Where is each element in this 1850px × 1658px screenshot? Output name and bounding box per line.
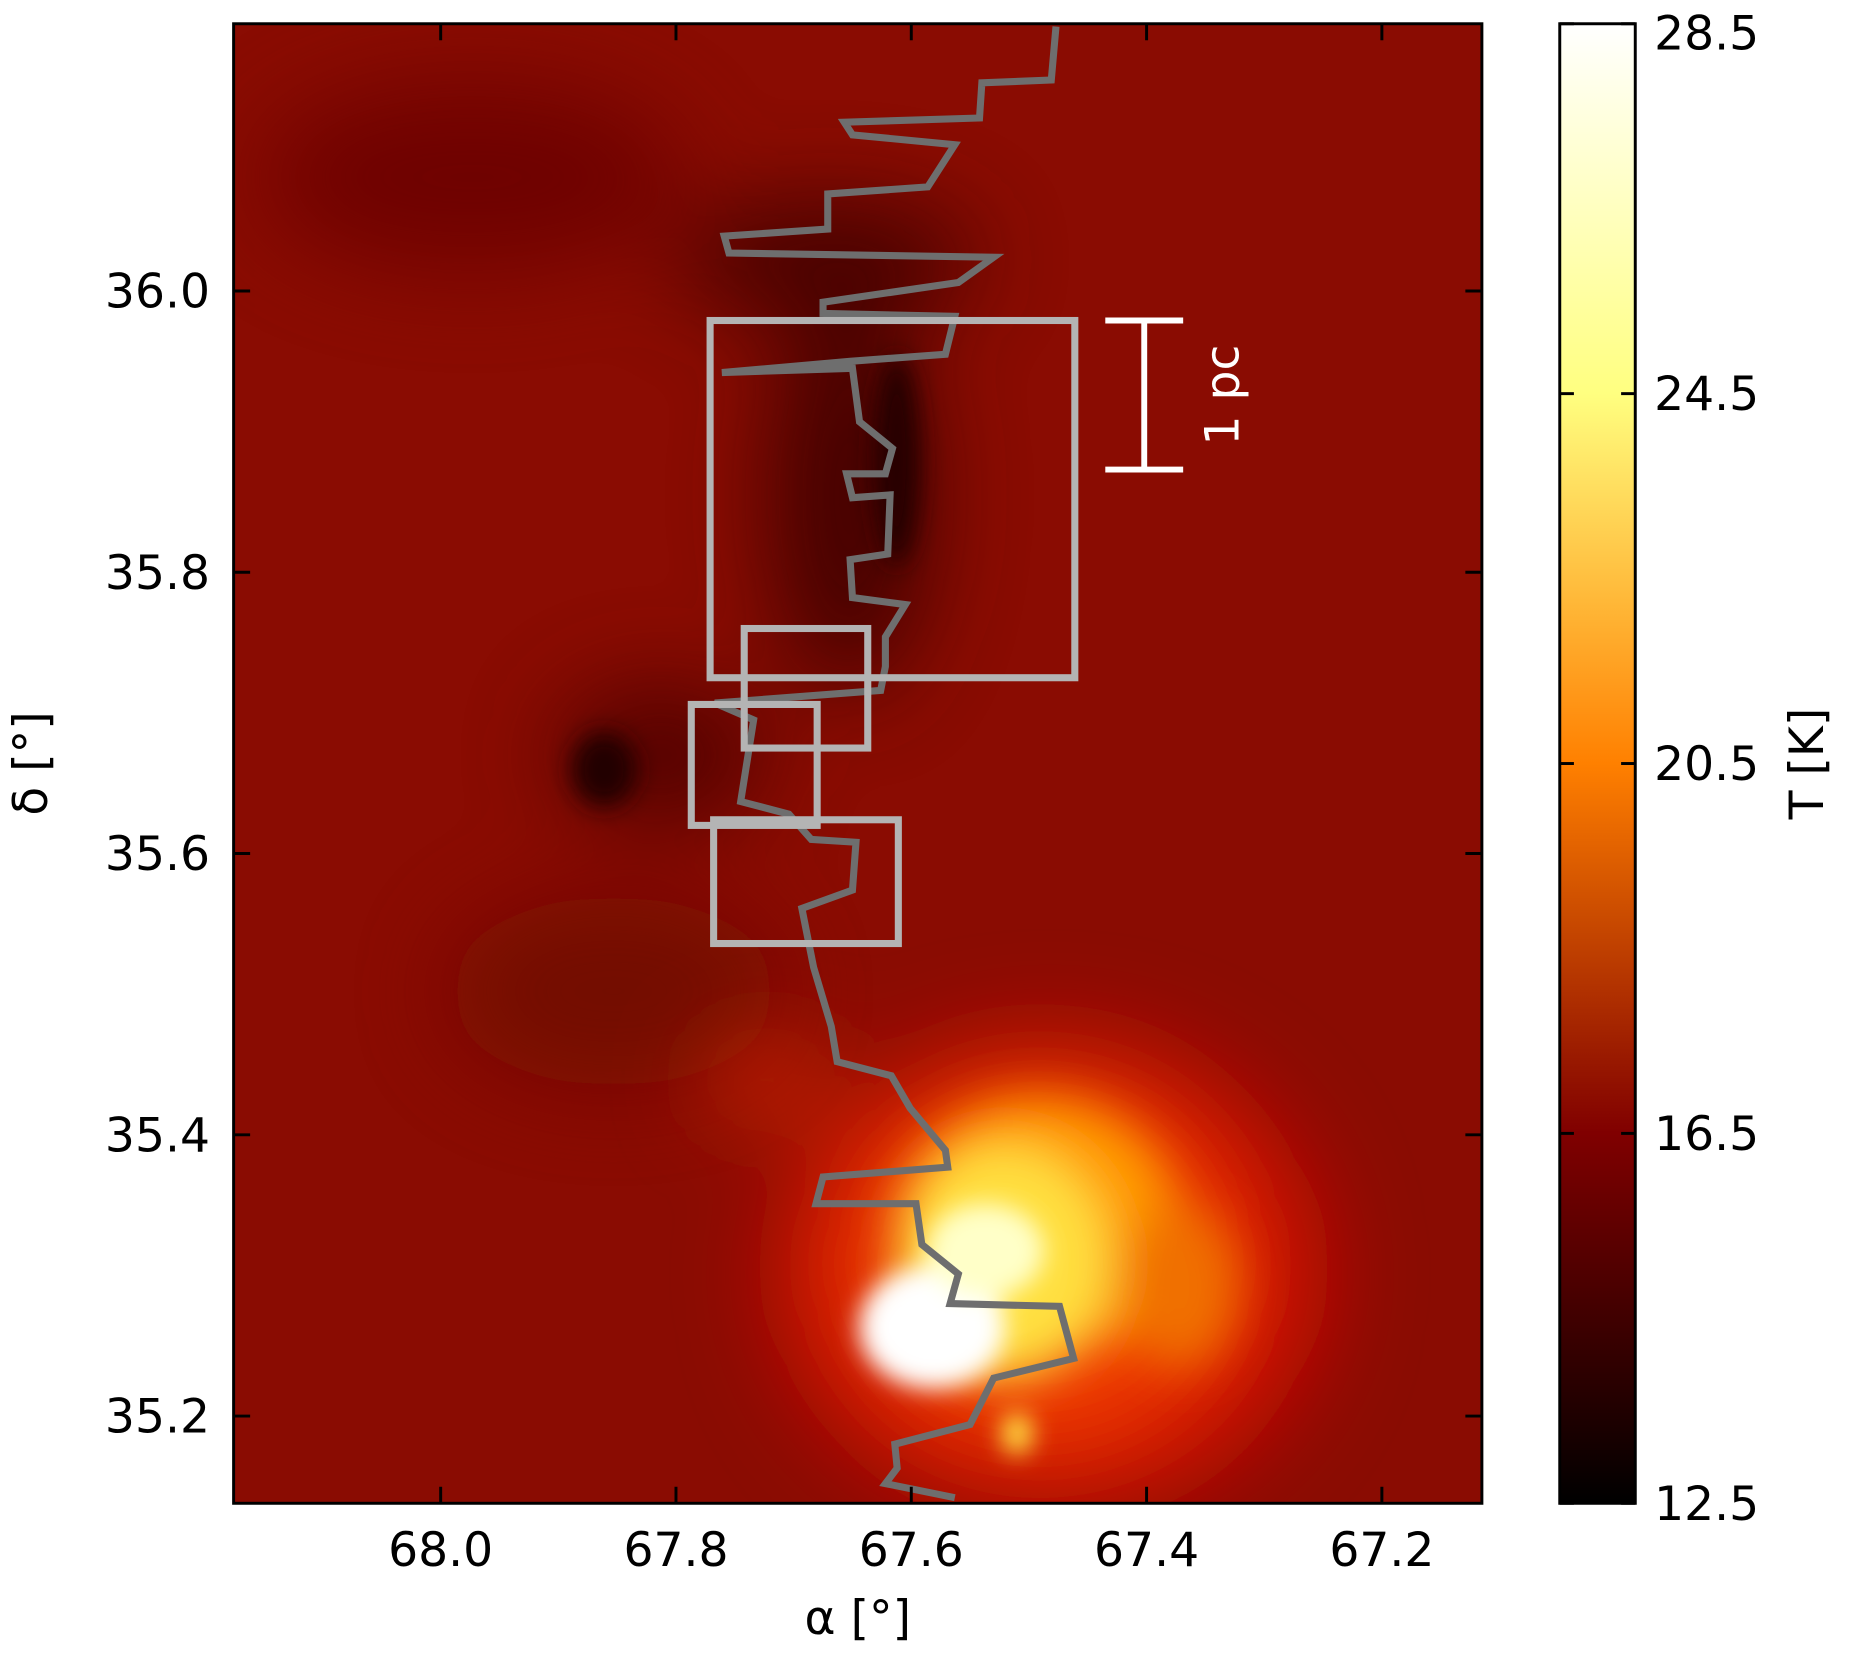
overlay: 1 pc: [687, 26, 1251, 1502]
x-tick-label: 67.6: [859, 1523, 964, 1578]
colorbar-label: T [K]: [1780, 708, 1835, 821]
plot-frame: [232, 22, 1484, 1505]
colorbar-tick-label: 24.5: [1654, 367, 1759, 422]
y-tick-label: 35.4: [105, 1108, 210, 1163]
temperature-map: [233, 23, 1482, 1504]
y-tick-label: 35.6: [105, 827, 210, 882]
x-tick-label: 67.2: [1329, 1523, 1434, 1578]
y-tick-label: 35.8: [105, 546, 210, 601]
region-box: [687, 700, 821, 829]
x-tick-label: 67.8: [623, 1523, 728, 1578]
y-tick-label: 36.0: [105, 264, 210, 319]
filament-spine: [713, 26, 1079, 1502]
colorbar-tick-label: 12.5: [1654, 1477, 1759, 1532]
region-box: [710, 816, 902, 948]
colorbar-tick-label: 28.5: [1654, 7, 1759, 62]
colorbar-tick-label: 16.5: [1654, 1107, 1759, 1162]
scale-bar-label: 1 pc: [1196, 345, 1251, 446]
x-tick-label: 68.0: [388, 1523, 493, 1578]
x-tick-label: 67.4: [1094, 1523, 1199, 1578]
region-box: [740, 624, 872, 752]
y-tick-label: 35.2: [105, 1390, 210, 1445]
y-axis-label: δ [°]: [4, 711, 59, 815]
x-axis-label: α [°]: [804, 1591, 911, 1646]
region-box: [706, 316, 1079, 682]
colorbar-tick-label: 20.5: [1654, 737, 1759, 792]
